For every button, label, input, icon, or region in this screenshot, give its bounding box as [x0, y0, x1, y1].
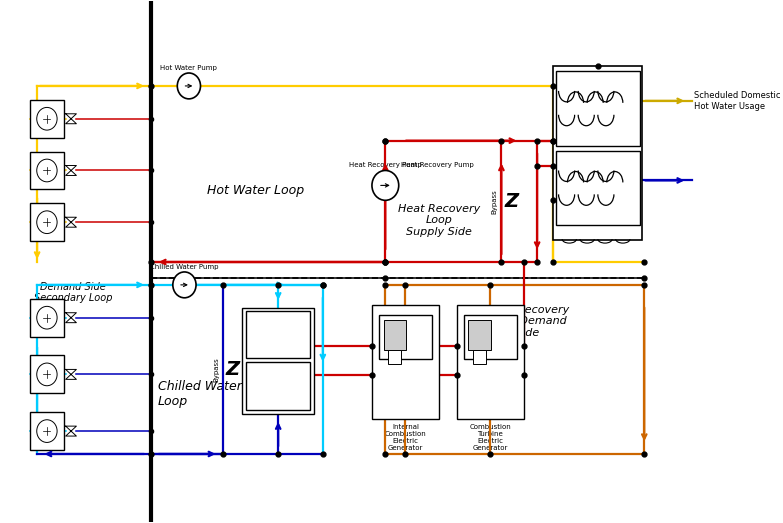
- Text: Bypass: Bypass: [213, 357, 219, 382]
- Text: Driven
Chiller: Driven Chiller: [267, 380, 290, 393]
- Text: Heat Recovery
Loop Demand
Side: Heat Recovery Loop Demand Side: [487, 305, 569, 338]
- Bar: [30, 412, 64, 450]
- Bar: [379, 315, 431, 359]
- Bar: [30, 356, 64, 393]
- Bar: [243, 308, 314, 414]
- Text: Heat Recovery
Loop
Supply Side: Heat Recovery Loop Supply Side: [398, 203, 480, 237]
- Text: Hot Water Pump: Hot Water Pump: [161, 65, 218, 71]
- Text: HC: HC: [41, 219, 52, 225]
- Text: CC: CC: [41, 428, 52, 434]
- Bar: [556, 151, 640, 225]
- Text: CC: CC: [41, 315, 52, 321]
- Circle shape: [173, 272, 196, 298]
- Text: Z: Z: [226, 360, 240, 379]
- Bar: [473, 349, 486, 365]
- Text: Water Heater Simple: Water Heater Simple: [561, 230, 634, 236]
- Bar: [388, 349, 402, 365]
- Bar: [30, 203, 64, 241]
- Text: Heat Recovery Pump: Heat Recovery Pump: [349, 163, 422, 168]
- Text: Heat Recovery Pump: Heat Recovery Pump: [402, 162, 474, 167]
- Text: Scheduled Domestic
Hot Water Usage: Scheduled Domestic Hot Water Usage: [695, 91, 781, 110]
- Bar: [464, 315, 517, 359]
- Text: Chilled Water Pump: Chilled Water Pump: [150, 264, 218, 270]
- Bar: [556, 71, 640, 145]
- Bar: [372, 305, 439, 419]
- Text: HC: HC: [41, 167, 52, 174]
- Bar: [384, 320, 406, 349]
- Text: Chilled Water
Loop: Chilled Water Loop: [157, 380, 241, 408]
- Circle shape: [177, 73, 200, 99]
- Bar: [30, 299, 64, 337]
- Bar: [30, 152, 64, 189]
- Bar: [246, 362, 310, 410]
- Text: HC: HC: [41, 116, 52, 122]
- Text: Demand Side
Secondary Loop: Demand Side Secondary Loop: [34, 282, 112, 303]
- Bar: [554, 66, 643, 240]
- Bar: [468, 320, 491, 349]
- Text: Combustion
Turbine
Electric
Generator: Combustion Turbine Electric Generator: [469, 424, 511, 451]
- Text: Internal
Combustion
Electric
Generator: Internal Combustion Electric Generator: [384, 424, 426, 451]
- Bar: [246, 311, 310, 358]
- Circle shape: [372, 170, 399, 200]
- Text: Z: Z: [504, 192, 518, 211]
- Text: Diesel
Engine: Diesel Engine: [266, 328, 290, 341]
- Bar: [30, 100, 64, 138]
- Text: Hot Water Loop: Hot Water Loop: [207, 184, 304, 197]
- Text: Bypass: Bypass: [492, 189, 498, 214]
- Bar: [456, 305, 524, 419]
- Text: CC: CC: [41, 371, 52, 378]
